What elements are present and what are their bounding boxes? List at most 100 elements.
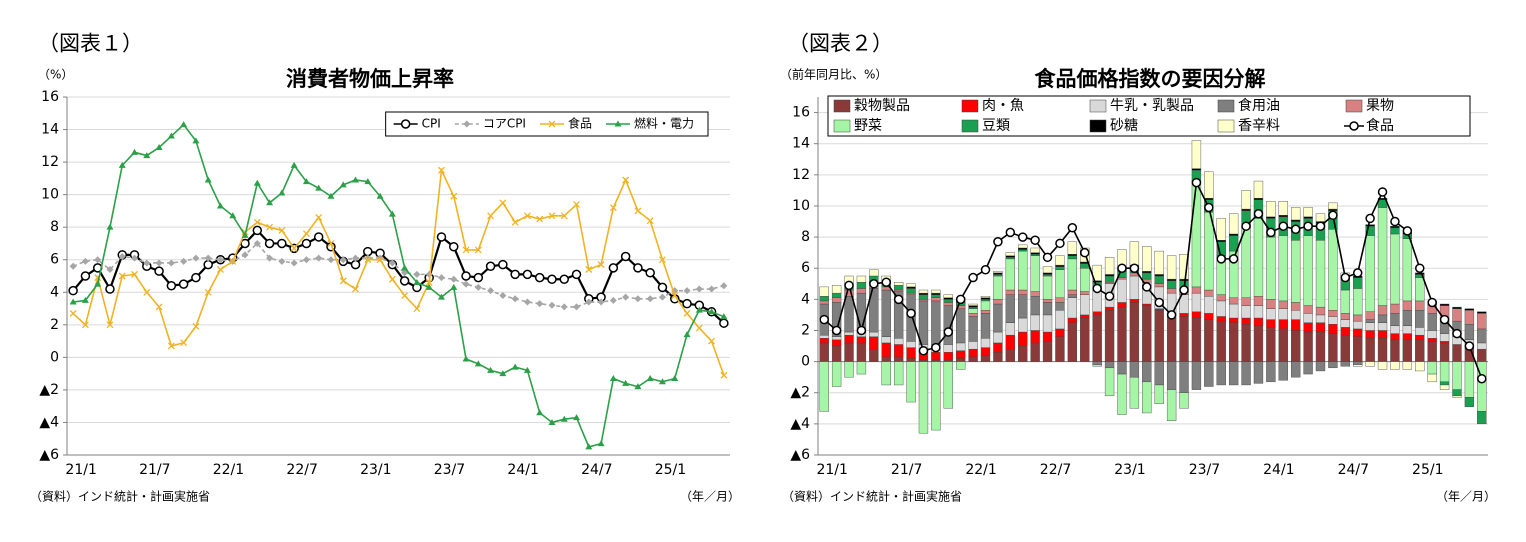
bar-segment — [1191, 292, 1202, 312]
bar-segment — [1080, 268, 1090, 292]
bar-segment — [819, 286, 829, 297]
point — [241, 231, 249, 238]
bar-segment — [968, 348, 978, 358]
point — [1042, 252, 1053, 263]
bar-segment — [1253, 218, 1264, 297]
point — [339, 277, 347, 285]
bar-segment — [1055, 269, 1065, 298]
bar-segment — [1179, 392, 1189, 409]
point — [155, 303, 163, 311]
x-tick-label: 24/7 — [581, 462, 612, 478]
bar-segment — [1216, 320, 1226, 362]
bar-segment — [1303, 322, 1313, 333]
point — [523, 212, 531, 220]
point — [131, 254, 139, 262]
point — [1415, 263, 1425, 273]
x-tick-label: 22/1 — [213, 462, 244, 478]
legend-marker — [463, 120, 471, 128]
bar-segment — [856, 282, 867, 289]
point — [462, 280, 470, 288]
bar-segment — [1204, 313, 1214, 320]
bar-segment — [1179, 313, 1189, 317]
point — [192, 322, 200, 330]
bar-segment — [1117, 306, 1127, 362]
bar-segment — [918, 299, 929, 302]
figure-label: （図表２） — [788, 32, 893, 56]
bar-segment — [980, 300, 991, 311]
point — [313, 232, 324, 242]
bar-segment — [1377, 330, 1388, 339]
bar-segment — [1315, 322, 1326, 333]
bar-segment — [1191, 286, 1202, 294]
bar-segment — [1154, 275, 1164, 284]
bar-segment — [1253, 325, 1264, 362]
bar-segment — [1340, 289, 1350, 314]
bar-segment — [1439, 381, 1450, 386]
point — [1154, 297, 1164, 308]
point — [364, 178, 372, 185]
legend-marker — [400, 119, 411, 129]
point — [229, 212, 237, 219]
bar-segment — [993, 275, 1003, 300]
point — [241, 251, 249, 259]
bar-segment — [1439, 361, 1450, 383]
bar-segment — [943, 352, 953, 361]
bar-segment — [1452, 389, 1462, 397]
point — [118, 272, 126, 280]
point — [559, 274, 569, 285]
point — [1278, 221, 1289, 231]
bar-segment — [1216, 361, 1226, 386]
bar-segment — [1005, 258, 1015, 291]
bar-segment — [968, 341, 978, 350]
bar-segment — [1166, 278, 1177, 281]
legend-marker — [548, 120, 556, 128]
point — [1204, 202, 1214, 213]
bar-segment — [1365, 311, 1375, 320]
point — [523, 366, 531, 373]
point — [585, 266, 593, 273]
bar-segment — [1402, 339, 1413, 362]
bar-segment — [931, 359, 941, 362]
point — [1377, 187, 1388, 197]
point — [1390, 216, 1400, 227]
bar-segment — [1241, 317, 1251, 325]
point — [548, 212, 556, 220]
point — [203, 259, 213, 270]
x-tick-label: 22/7 — [286, 462, 317, 478]
bar-segment — [1291, 207, 1301, 221]
point — [968, 272, 978, 283]
bar-segment — [881, 289, 891, 337]
bar-segment — [1439, 384, 1450, 390]
bar-segment — [1266, 327, 1276, 362]
bar-segment — [993, 352, 1003, 362]
bar-segment — [968, 313, 978, 317]
bar-segment — [1315, 314, 1326, 323]
bar-segment — [1117, 277, 1127, 280]
bar-segment — [1427, 338, 1437, 342]
point — [1253, 208, 1264, 219]
bar-segment — [943, 297, 953, 300]
bar-segment — [1390, 225, 1400, 228]
bar-segment — [1228, 297, 1239, 305]
point — [622, 379, 630, 386]
bar-segment — [918, 359, 929, 362]
bar-segment — [1030, 291, 1040, 297]
bar-segment — [1390, 361, 1400, 370]
bar-segment — [1439, 333, 1450, 342]
bar-segment — [819, 338, 829, 344]
bar-segment — [968, 303, 978, 306]
chart-title: 食品価格指数の要因分解 — [1035, 67, 1266, 91]
bar-segment — [1340, 319, 1350, 328]
bar-segment — [1042, 266, 1053, 274]
bar-segment — [980, 310, 991, 314]
bar-segment — [931, 289, 941, 294]
point — [1117, 263, 1127, 273]
bar-segment — [1340, 327, 1350, 336]
y-tick-label: 0 — [801, 354, 810, 370]
bar-segment — [1228, 361, 1239, 386]
bar-segment — [1204, 289, 1214, 297]
legend-label: 牛乳・乳製品 — [1110, 98, 1194, 114]
bar-segment — [1055, 310, 1065, 330]
point — [1303, 221, 1313, 231]
point — [646, 375, 654, 382]
